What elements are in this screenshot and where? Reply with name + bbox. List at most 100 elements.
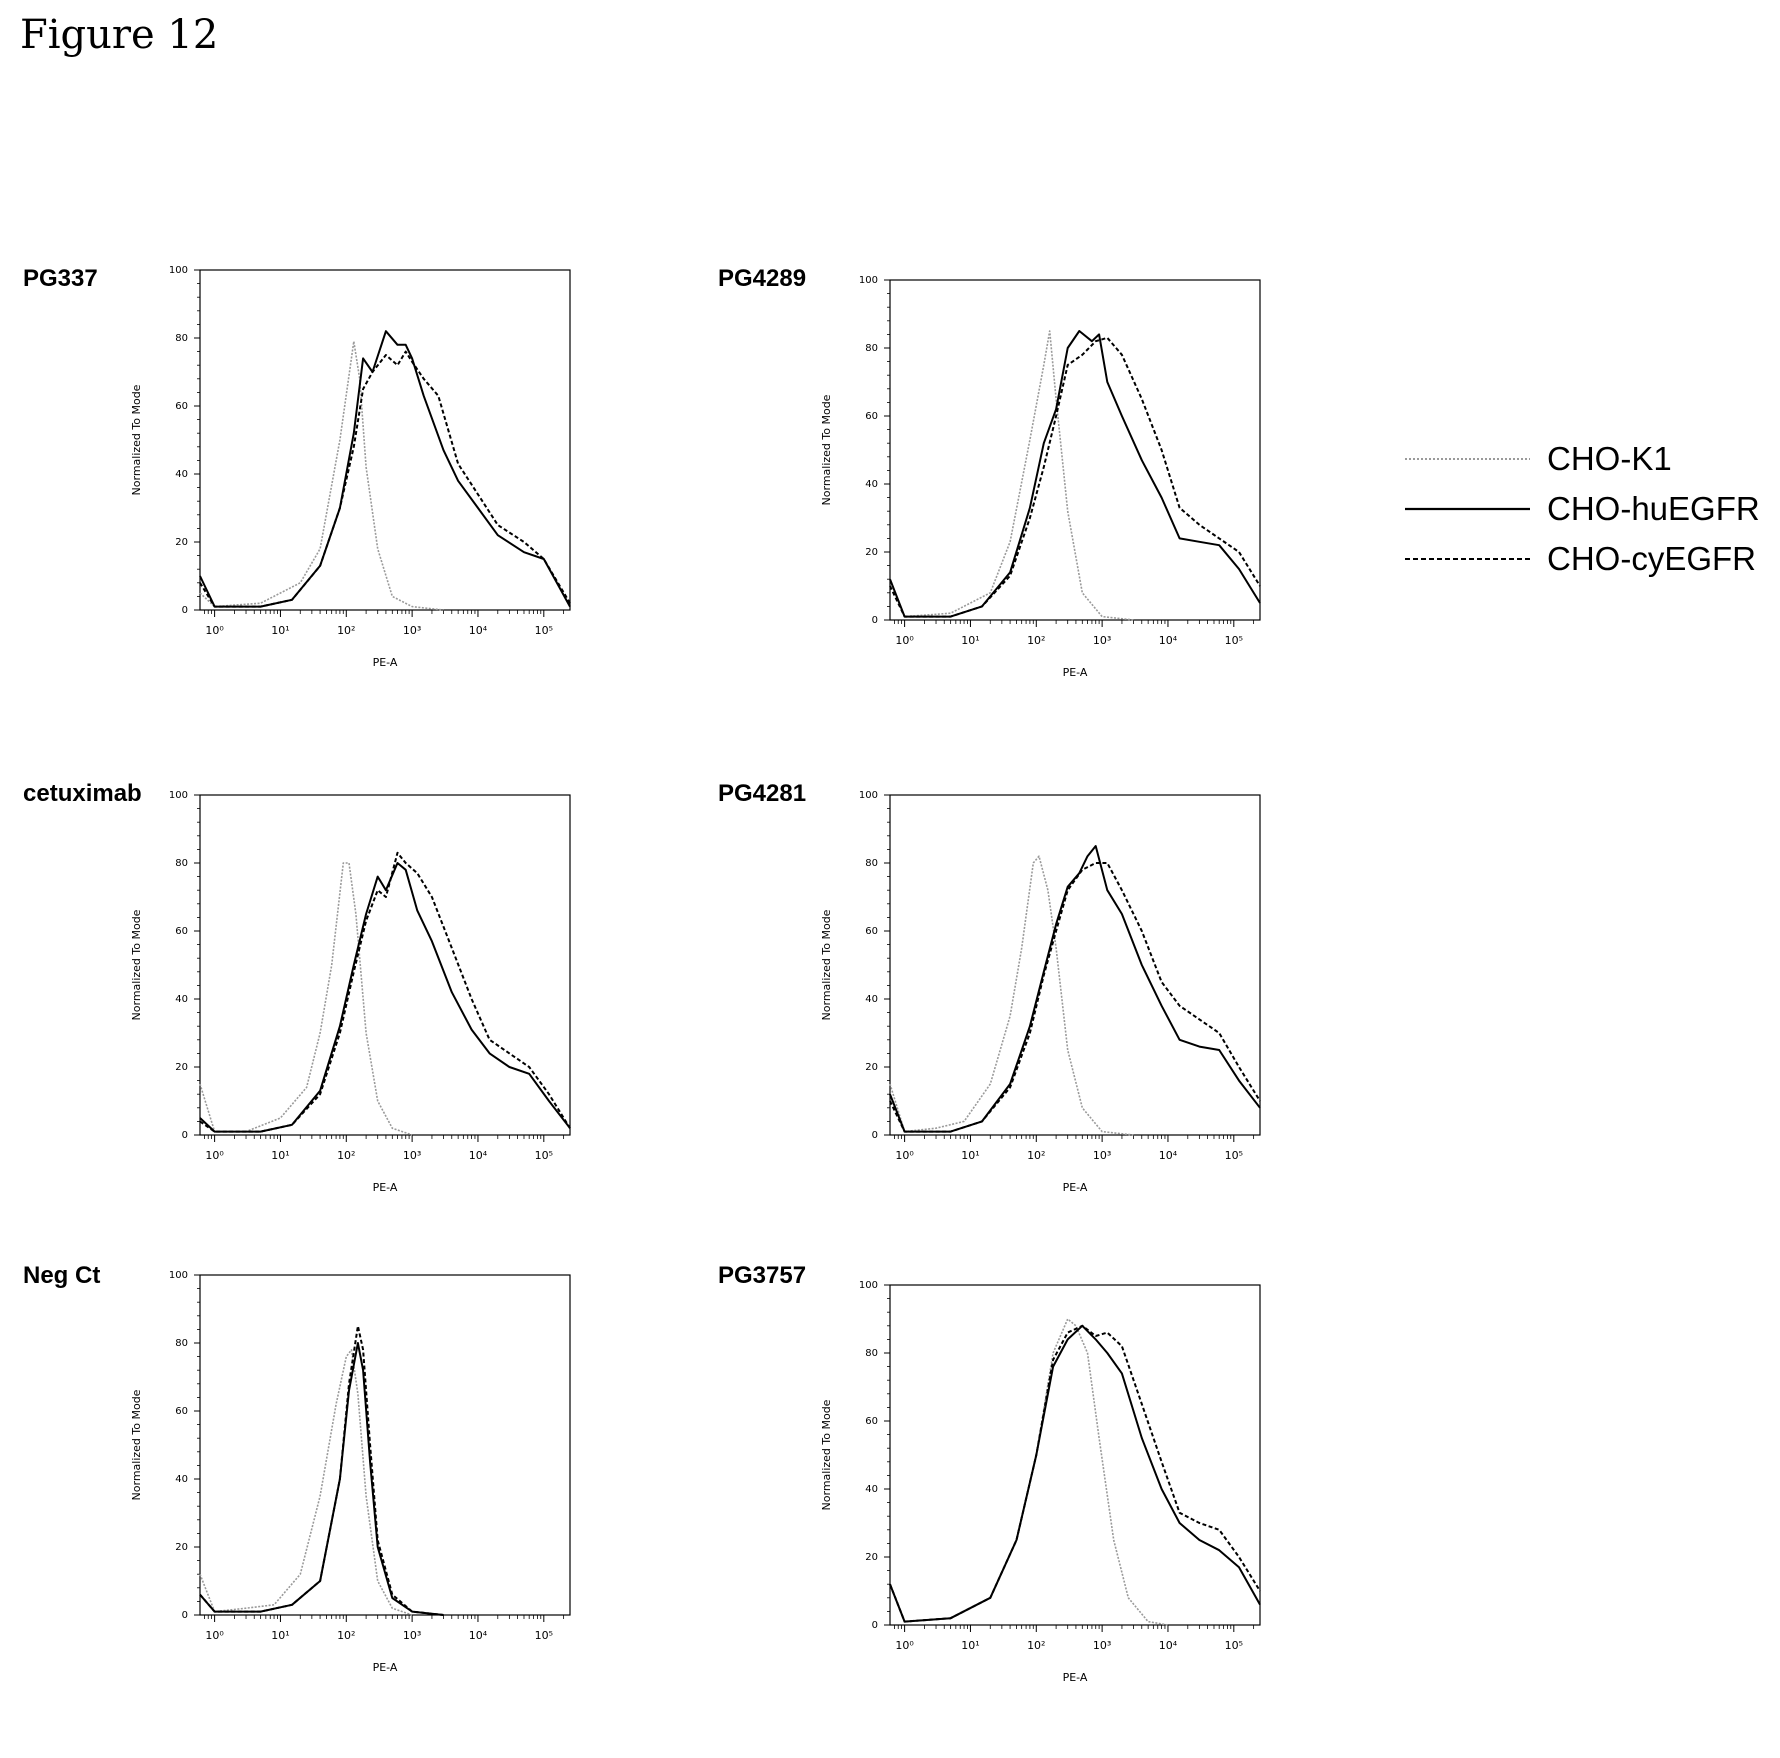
x-tick-label: 10²	[1027, 1639, 1045, 1652]
y-axis-label: Normalized To Mode	[820, 1399, 833, 1510]
series-line-cho-huegfr	[889, 1324, 1261, 1623]
panel-label-pg337: PG337	[23, 265, 98, 292]
legend-label-cho-cyegfr: CHO-cyEGFR	[1547, 540, 1756, 577]
y-tick-label: 80	[175, 858, 188, 869]
x-tick-label: 10⁴	[469, 624, 488, 637]
y-tick-label: 0	[872, 1620, 878, 1631]
y-tick-label: 100	[169, 790, 188, 801]
y-tick-label: 20	[175, 1542, 188, 1553]
y-axis-label: Normalized To Mode	[130, 1389, 143, 1500]
x-tick-label: 10⁴	[1159, 1149, 1178, 1162]
plot-frame	[199, 1274, 571, 1616]
x-tick-label: 10³	[403, 1629, 421, 1642]
x-tick-label: 10⁴	[1159, 634, 1178, 647]
y-tick-label: 80	[175, 333, 188, 344]
series-line-cho-cyegfr	[889, 1324, 1261, 1623]
x-tick-label: 10⁰	[205, 624, 224, 637]
histogram-panel-neg-ct: 0 20 40 60 80 100 10⁰ 10¹ 10² 10³ 10⁴ 10⁵ PE-A Normal…	[130, 1270, 571, 1674]
series-line-cho-k1	[199, 340, 444, 611]
panel-label-pg4289: PG4289	[718, 265, 807, 292]
x-tick-label: 10¹	[961, 1639, 979, 1652]
series-line-cho-k1	[889, 855, 1134, 1136]
y-tick-label: 80	[865, 343, 878, 354]
series-line-cho-cyegfr	[199, 1325, 444, 1616]
series-line-cho-huegfr	[199, 330, 571, 608]
x-tick-label: 10²	[337, 624, 355, 637]
y-tick-label: 20	[175, 537, 188, 548]
x-tick-label: 10¹	[271, 1149, 289, 1162]
x-axis-label: PE-A	[373, 1661, 398, 1674]
x-tick-label: 10³	[403, 1149, 421, 1162]
panel-label-pg3757: PG3757	[718, 1262, 807, 1289]
y-tick-label: 60	[865, 926, 878, 937]
x-tick-label: 10³	[1093, 634, 1111, 647]
y-tick-label: 0	[872, 1130, 878, 1141]
x-tick-label: 10⁰	[895, 1639, 914, 1652]
y-tick-label: 40	[175, 994, 188, 1005]
x-axis-label: PE-A	[373, 656, 398, 669]
x-tick-label: 10³	[1093, 1149, 1111, 1162]
series-line-cho-cyegfr	[199, 350, 571, 608]
legend-item-cho-k1: CHO-K1	[1405, 440, 1775, 480]
y-tick-label: 40	[175, 1474, 188, 1485]
x-tick-label: 10⁵	[1225, 1639, 1243, 1652]
x-tick-label: 10⁰	[895, 1149, 914, 1162]
x-tick-label: 10²	[337, 1629, 355, 1642]
y-tick-label: 100	[859, 1280, 878, 1291]
y-tick-label: 100	[169, 1270, 188, 1281]
y-tick-label: 40	[865, 1484, 878, 1495]
x-tick-label: 10⁴	[1159, 1639, 1178, 1652]
legend: CHO-K1 CHO-huEGFR CHO-cyEGFR	[1405, 440, 1775, 600]
x-axis-label: PE-A	[1063, 666, 1088, 679]
y-tick-label: 60	[175, 401, 188, 412]
legend-item-cho-cyegfr: CHO-cyEGFR	[1405, 540, 1775, 580]
y-tick-label: 0	[182, 1130, 188, 1141]
x-tick-label: 10⁰	[895, 634, 914, 647]
histogram-panel-pg337: 0 20 40 60 80 100 10⁰ 10¹ 10² 10³ 10⁴ 10⁵ PE-A Normal…	[130, 265, 571, 669]
histogram-panel-cetuximab: 0 20 40 60 80 100 10⁰ 10¹ 10² 10³ 10⁴ 10⁵ PE-A Normal…	[130, 790, 571, 1194]
x-axis-label: PE-A	[1063, 1671, 1088, 1684]
x-tick-label: 10⁵	[535, 1149, 553, 1162]
x-tick-label: 10⁵	[1225, 634, 1243, 647]
y-tick-label: 0	[182, 1610, 188, 1621]
y-axis-label: Normalized To Mode	[820, 909, 833, 1020]
legend-label-cho-k1: CHO-K1	[1547, 440, 1672, 477]
x-tick-label: 10⁰	[205, 1149, 224, 1162]
legend-item-cho-huegfr: CHO-huEGFR	[1405, 490, 1775, 530]
y-tick-label: 80	[175, 1338, 188, 1349]
y-tick-label: 40	[175, 469, 188, 480]
x-tick-label: 10²	[337, 1149, 355, 1162]
series-line-cho-k1	[889, 330, 1134, 621]
x-tick-label: 10³	[1093, 1639, 1111, 1652]
series-line-cho-huegfr	[199, 862, 571, 1133]
series-line-cho-k1	[199, 862, 413, 1136]
x-tick-label: 10⁵	[535, 624, 553, 637]
y-tick-label: 20	[175, 1062, 188, 1073]
y-axis-label: Normalized To Mode	[820, 394, 833, 505]
x-tick-label: 10²	[1027, 634, 1045, 647]
y-tick-label: 20	[865, 1552, 878, 1563]
series-line-cho-cyegfr	[889, 862, 1261, 1133]
x-tick-label: 10⁴	[469, 1149, 488, 1162]
x-tick-label: 10³	[403, 624, 421, 637]
legend-swatch-solid	[1405, 507, 1530, 511]
histogram-panel-pg3757: 0 20 40 60 80 100 10⁰ 10¹ 10² 10³ 10⁴ 10⁵ PE-A Normal…	[820, 1280, 1261, 1684]
plot-frame	[199, 794, 571, 1136]
panel-label-cetuximab: cetuximab	[23, 780, 142, 807]
plot-frame	[889, 279, 1261, 621]
y-tick-label: 60	[175, 926, 188, 937]
histogram-panel-pg4281: 0 20 40 60 80 100 10⁰ 10¹ 10² 10³ 10⁴ 10⁵ PE-A Normal…	[820, 790, 1261, 1194]
y-tick-label: 20	[865, 547, 878, 558]
x-tick-label: 10¹	[961, 634, 979, 647]
plot-frame	[199, 269, 571, 611]
y-tick-label: 60	[865, 411, 878, 422]
plot-frame	[889, 794, 1261, 1136]
panel-label-neg-ct: Neg Ct	[23, 1262, 101, 1289]
series-line-cho-k1	[889, 1318, 1169, 1626]
figure-title: Figure 12	[20, 12, 219, 58]
y-tick-label: 100	[169, 265, 188, 276]
x-tick-label: 10¹	[961, 1149, 979, 1162]
x-tick-label: 10⁰	[205, 1629, 224, 1642]
y-tick-label: 100	[859, 790, 878, 801]
x-axis-label: PE-A	[373, 1181, 398, 1194]
